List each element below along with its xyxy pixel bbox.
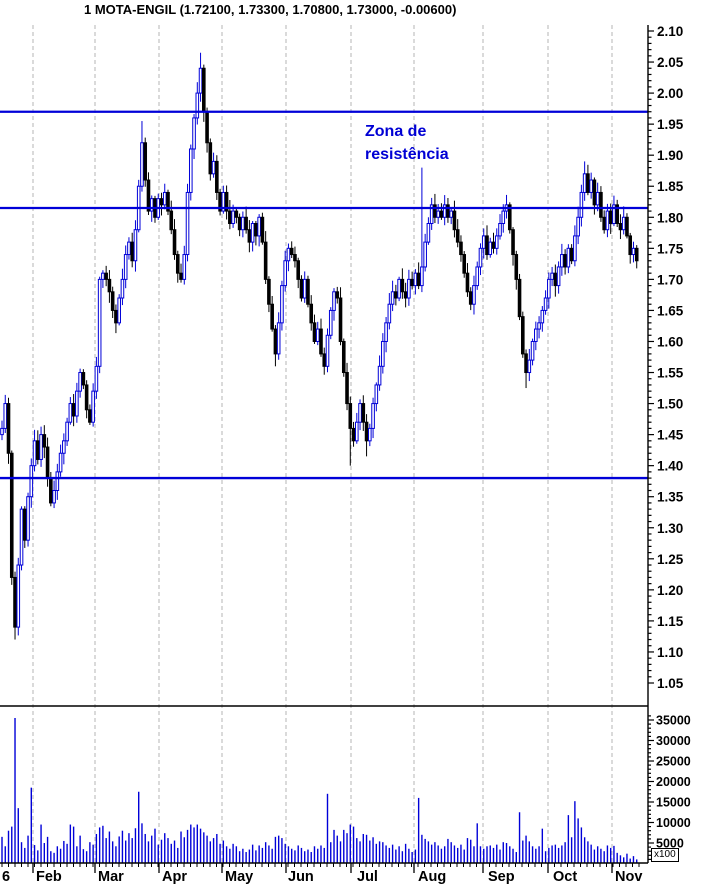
- svg-text:2.00: 2.00: [657, 86, 683, 101]
- svg-text:1.90: 1.90: [657, 148, 683, 163]
- svg-text:1.85: 1.85: [657, 179, 684, 194]
- svg-text:1.40: 1.40: [657, 459, 683, 474]
- svg-text:Aug: Aug: [418, 869, 446, 885]
- svg-text:1.60: 1.60: [657, 334, 683, 349]
- svg-text:1.10: 1.10: [657, 645, 683, 660]
- svg-text:1.15: 1.15: [657, 614, 684, 629]
- svg-text:1.70: 1.70: [657, 272, 683, 287]
- svg-text:30000: 30000: [656, 734, 691, 748]
- svg-text:Jun: Jun: [288, 869, 314, 885]
- svg-text:6: 6: [2, 869, 10, 885]
- svg-text:Oct: Oct: [553, 869, 577, 885]
- svg-text:1.45: 1.45: [657, 428, 684, 443]
- svg-text:20000: 20000: [656, 775, 691, 789]
- svg-text:1.05: 1.05: [657, 676, 684, 691]
- svg-text:1.55: 1.55: [657, 366, 684, 381]
- svg-text:Mar: Mar: [98, 869, 124, 885]
- svg-text:2.05: 2.05: [657, 55, 684, 70]
- svg-text:May: May: [225, 869, 253, 885]
- svg-text:1.25: 1.25: [657, 552, 684, 567]
- svg-text:Jul: Jul: [357, 869, 378, 885]
- svg-text:1.65: 1.65: [657, 303, 684, 318]
- svg-text:2.10: 2.10: [657, 24, 683, 39]
- svg-text:1.20: 1.20: [657, 583, 683, 598]
- svg-text:1.30: 1.30: [657, 521, 683, 536]
- svg-text:Feb: Feb: [36, 869, 62, 885]
- svg-text:25000: 25000: [656, 755, 691, 769]
- svg-text:35000: 35000: [656, 714, 691, 728]
- svg-text:1.50: 1.50: [657, 397, 683, 412]
- svg-text:Apr: Apr: [162, 869, 187, 885]
- svg-text:Nov: Nov: [615, 869, 642, 885]
- svg-text:1.80: 1.80: [657, 210, 683, 225]
- resistance-zone-annotation: Zona de resistência: [365, 120, 449, 166]
- annotation-line-2: resistência: [365, 146, 449, 163]
- chart-title: 1 MOTA-ENGIL (1.72100, 1.73300, 1.70800,…: [84, 2, 457, 17]
- svg-text:10000: 10000: [656, 816, 691, 830]
- annotation-line-1: Zona de: [365, 123, 427, 140]
- svg-text:15000: 15000: [656, 796, 691, 810]
- svg-text:5000: 5000: [656, 837, 684, 851]
- svg-text:1.75: 1.75: [657, 241, 684, 256]
- svg-text:1.95: 1.95: [657, 117, 684, 132]
- volume-unit-label: x100: [651, 848, 679, 862]
- svg-text:Sep: Sep: [488, 869, 515, 885]
- svg-text:1.35: 1.35: [657, 490, 684, 505]
